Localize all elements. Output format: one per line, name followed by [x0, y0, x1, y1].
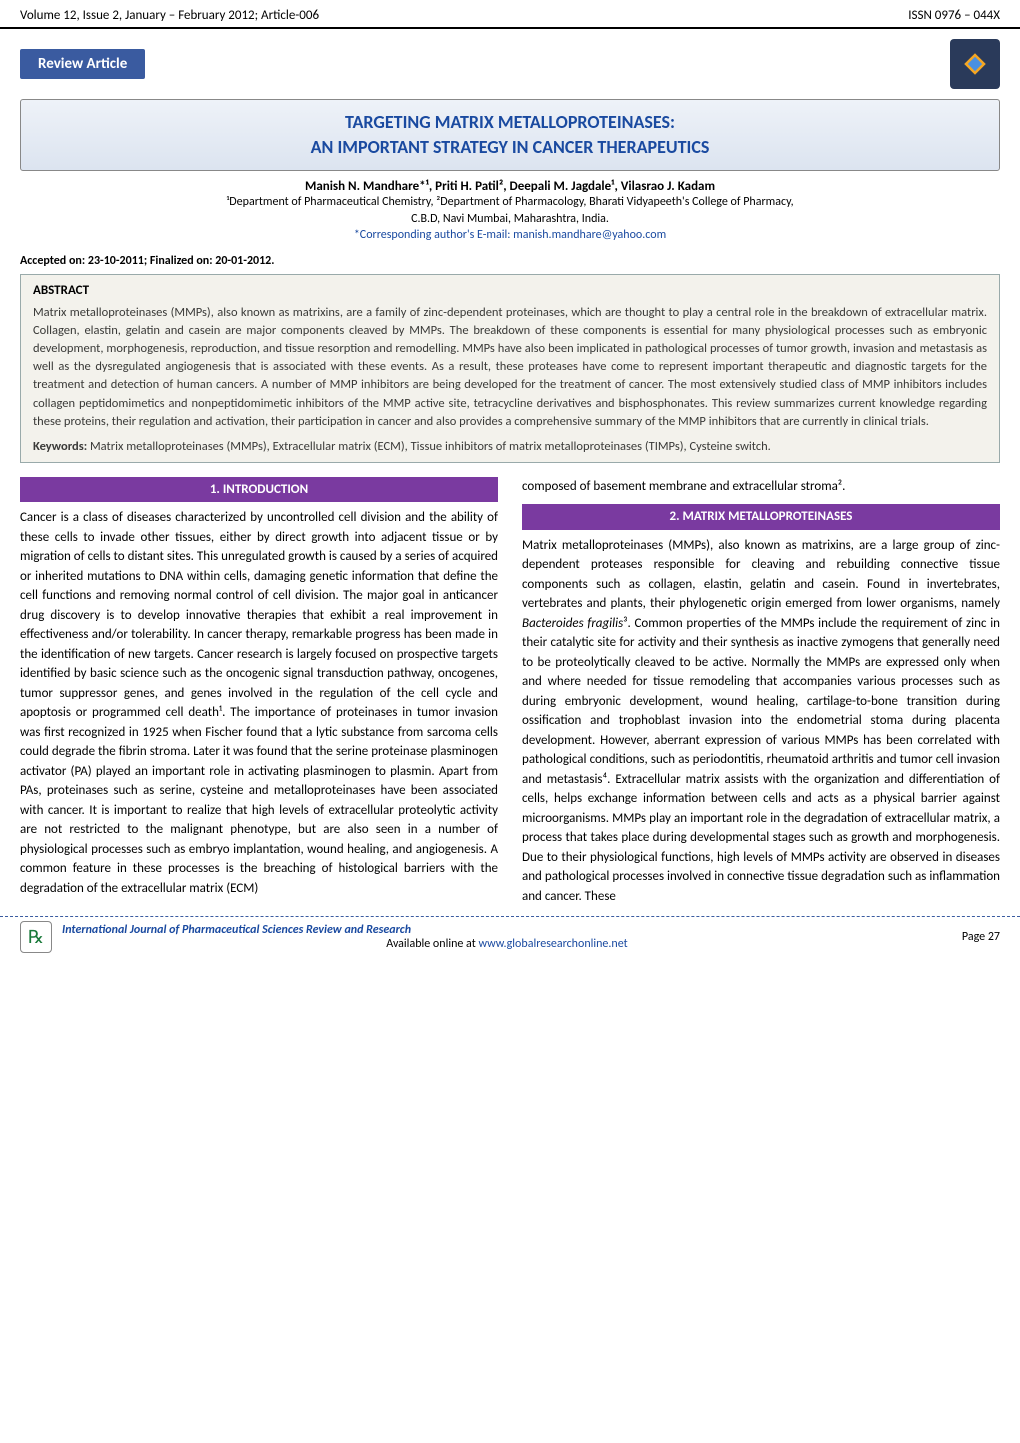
corresponding-author: *Corresponding author's E-mail: manish.m…	[0, 228, 1020, 242]
abstract-heading: ABSTRACT	[33, 283, 987, 298]
keywords: Keywords: Matrix metalloproteinases (MMP…	[33, 439, 987, 454]
article-title-block: TARGETING MATRIX METALLOPROTEINASES: AN …	[20, 99, 1000, 171]
abstract-box: ABSTRACT Matrix metalloproteinases (MMPs…	[20, 274, 1000, 463]
page-header: Volume 12, Issue 2, January – February 2…	[0, 0, 1020, 29]
badge-row: Review Article	[0, 29, 1020, 89]
column-left: 1. INTRODUCTION Cancer is a class of dis…	[20, 477, 498, 907]
footer-available: Available online at	[386, 937, 478, 951]
rx-icon: ℞	[20, 921, 52, 953]
issn: ISSN 0976 – 044X	[908, 8, 1000, 23]
footer-text-block: International Journal of Pharmaceutical …	[62, 923, 952, 951]
affiliation-line2: C.B.D, Navi Mumbai, Maharashtra, India.	[0, 211, 1020, 228]
authors: Manish N. Mandhare*¹, Priti H. Patil², D…	[0, 179, 1020, 194]
title-line2: AN IMPORTANT STRATEGY IN CANCER THERAPEU…	[21, 135, 999, 160]
volume-issue: Volume 12, Issue 2, January – February 2…	[20, 8, 319, 23]
mmp-italic-term: Bacteroides fragilis	[522, 616, 623, 631]
article-dates: Accepted on: 23-10-2011; Finalized on: 2…	[20, 254, 1000, 268]
keywords-text: Matrix metalloproteinases (MMPs), Extrac…	[87, 439, 771, 454]
journal-logo-icon	[950, 39, 1000, 89]
column-right: composed of basement membrane and extrac…	[522, 477, 1000, 907]
mmp-text-pre: Matrix metalloproteinases (MMPs), also k…	[522, 538, 1000, 612]
dates-text: Accepted on: 23-10-2011; Finalized on: 2…	[20, 254, 274, 268]
section-heading-mmp: 2. MATRIX METALLOPROTEINASES	[522, 504, 1000, 530]
intro-paragraph: Cancer is a class of diseases characteri…	[20, 508, 498, 898]
keywords-label: Keywords:	[33, 439, 87, 454]
affiliation-line1: ¹Department of Pharmaceutical Chemistry,…	[0, 194, 1020, 211]
section-heading-intro: 1. INTRODUCTION	[20, 477, 498, 503]
mmp-paragraph: Matrix metalloproteinases (MMPs), also k…	[522, 536, 1000, 907]
abstract-text: Matrix metalloproteinases (MMPs), also k…	[33, 304, 987, 431]
footer-url: www.globalresearchonline.net	[478, 937, 627, 951]
col2-top-paragraph: composed of basement membrane and extrac…	[522, 477, 1000, 497]
page-footer: ℞ International Journal of Pharmaceutica…	[0, 916, 1020, 963]
review-article-badge: Review Article	[20, 49, 145, 79]
page-number: Page 27	[962, 930, 1000, 944]
body-columns: 1. INTRODUCTION Cancer is a class of dis…	[0, 463, 1020, 907]
footer-journal-name: International Journal of Pharmaceutical …	[62, 923, 411, 937]
mmp-text-post: ³. Common properties of the MMPs include…	[522, 616, 1000, 904]
title-line1: TARGETING MATRIX METALLOPROTEINASES:	[21, 110, 999, 135]
